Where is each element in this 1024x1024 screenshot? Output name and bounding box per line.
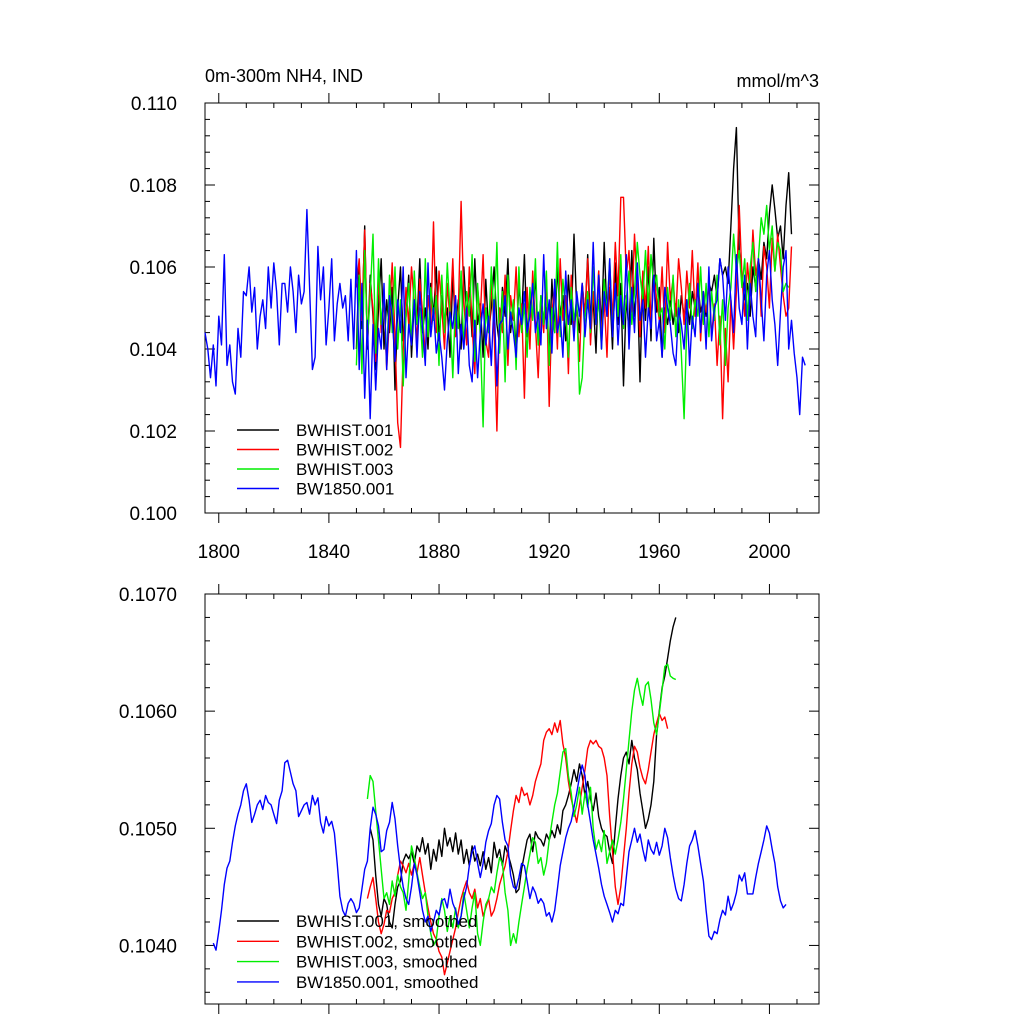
legend-label-2: BWHIST.002 [296, 441, 393, 460]
legend-label-2: BWHIST.002, smoothed [296, 932, 477, 951]
series-line-3 [355, 204, 790, 428]
x-tick-label: 1800 [198, 542, 240, 563]
legend-label-1: BWHIST.001, smoothed [296, 912, 477, 931]
y-tick-label: 0.1040 [119, 936, 177, 957]
y-tick-label: 0.1050 [119, 819, 177, 840]
y-tick-label: 0.104 [129, 340, 177, 361]
series-line-4 [212, 759, 787, 951]
y-tick-label: 0.108 [129, 176, 177, 197]
x-tick-label: 1920 [528, 542, 570, 563]
legend-label-4: BW1850.001 [296, 480, 394, 499]
x-tick-label: 1880 [418, 542, 460, 563]
legend-label-1: BWHIST.001 [296, 421, 393, 440]
legend-label-3: BWHIST.003, smoothed [296, 953, 477, 972]
legend-label-4: BW1850.001, smoothed [296, 973, 478, 992]
x-tick-label: 1840 [308, 542, 350, 563]
y-tick-label: 0.1060 [119, 702, 177, 723]
top-panel-units: mmol/m^3 [737, 71, 819, 91]
series-line-2 [366, 712, 669, 976]
y-tick-label: 0.106 [129, 258, 177, 279]
y-tick-label: 0.110 [131, 94, 177, 115]
series-line-1 [369, 617, 677, 929]
y-tick-label: 0.1070 [119, 585, 177, 606]
top-plot-frame [204, 102, 820, 514]
top-panel-title: 0m-300m NH4, IND [205, 66, 363, 86]
y-tick-label: 0.100 [129, 504, 177, 525]
top-panel: 0m-300m NH4, IND mmol/m^3 0.100 0.102 0.10… [129, 66, 820, 563]
series-line-3 [366, 663, 677, 947]
x-tick-label: 2000 [748, 542, 790, 563]
bottom-plot-frame [204, 593, 820, 1005]
x-tick-label: 1960 [638, 542, 680, 563]
bottom-panel: 0.1040 0.1050 0.1060 0.1070 BWHIST.001, smo… [119, 584, 820, 1014]
y-tick-label: 0.102 [129, 422, 177, 443]
series-line-4 [204, 208, 806, 420]
legend-label-3: BWHIST.003 [296, 460, 393, 479]
